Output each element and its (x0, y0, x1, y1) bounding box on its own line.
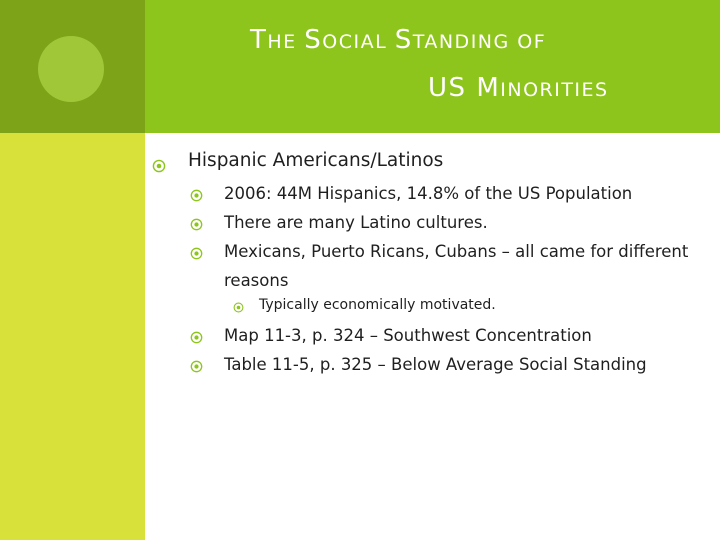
title-initial-m: M (476, 73, 501, 103)
decorative-circle (38, 36, 104, 102)
title-banner (145, 0, 720, 133)
bullet-circle-target-icon (233, 302, 244, 313)
bullet-text-level-2: Table 11-5, p. 325 – Below Average Socia… (224, 355, 647, 374)
bullet-text-level-3: Typically economically motivated. (259, 297, 496, 313)
bullet-text-level-2: Mexicans, Puerto Ricans, Cubans – all ca… (224, 242, 689, 261)
bullet-text-level-2: 2006: 44M Hispanics, 14.8% of the US Pop… (224, 184, 633, 203)
bullet-text-continuation: reasons (224, 271, 289, 290)
title-initial-s: S (304, 25, 323, 55)
slide-title-line-1: THE SOCIAL STANDING OF (250, 25, 546, 55)
bullet-text-level-1: Hispanic Americans/Latinos (188, 150, 444, 171)
bullet-circle-target-icon (190, 218, 203, 231)
slide-title-line-2: US MINORITIES (428, 73, 609, 103)
title-initial-s2: S (394, 25, 413, 55)
bullet-circle-target-icon (190, 360, 203, 373)
title-text-he: HE (267, 31, 305, 53)
bullet-circle-target-icon (190, 189, 203, 202)
title-text-us: US (428, 73, 477, 103)
title-text-tanding-of: TANDING OF (412, 31, 547, 53)
bullet-text-level-2: There are many Latino cultures. (224, 213, 488, 232)
bullet-circle-target-icon (152, 159, 166, 173)
bullet-circle-target-icon (190, 247, 203, 260)
bullet-text-level-2: Map 11-3, p. 324 – Southwest Concentrati… (224, 326, 592, 345)
title-initial-t: T (250, 25, 268, 55)
title-text-inorities: INORITIES (500, 79, 609, 101)
bullet-circle-target-icon (190, 331, 203, 344)
title-text-ocial: OCIAL (322, 31, 395, 53)
